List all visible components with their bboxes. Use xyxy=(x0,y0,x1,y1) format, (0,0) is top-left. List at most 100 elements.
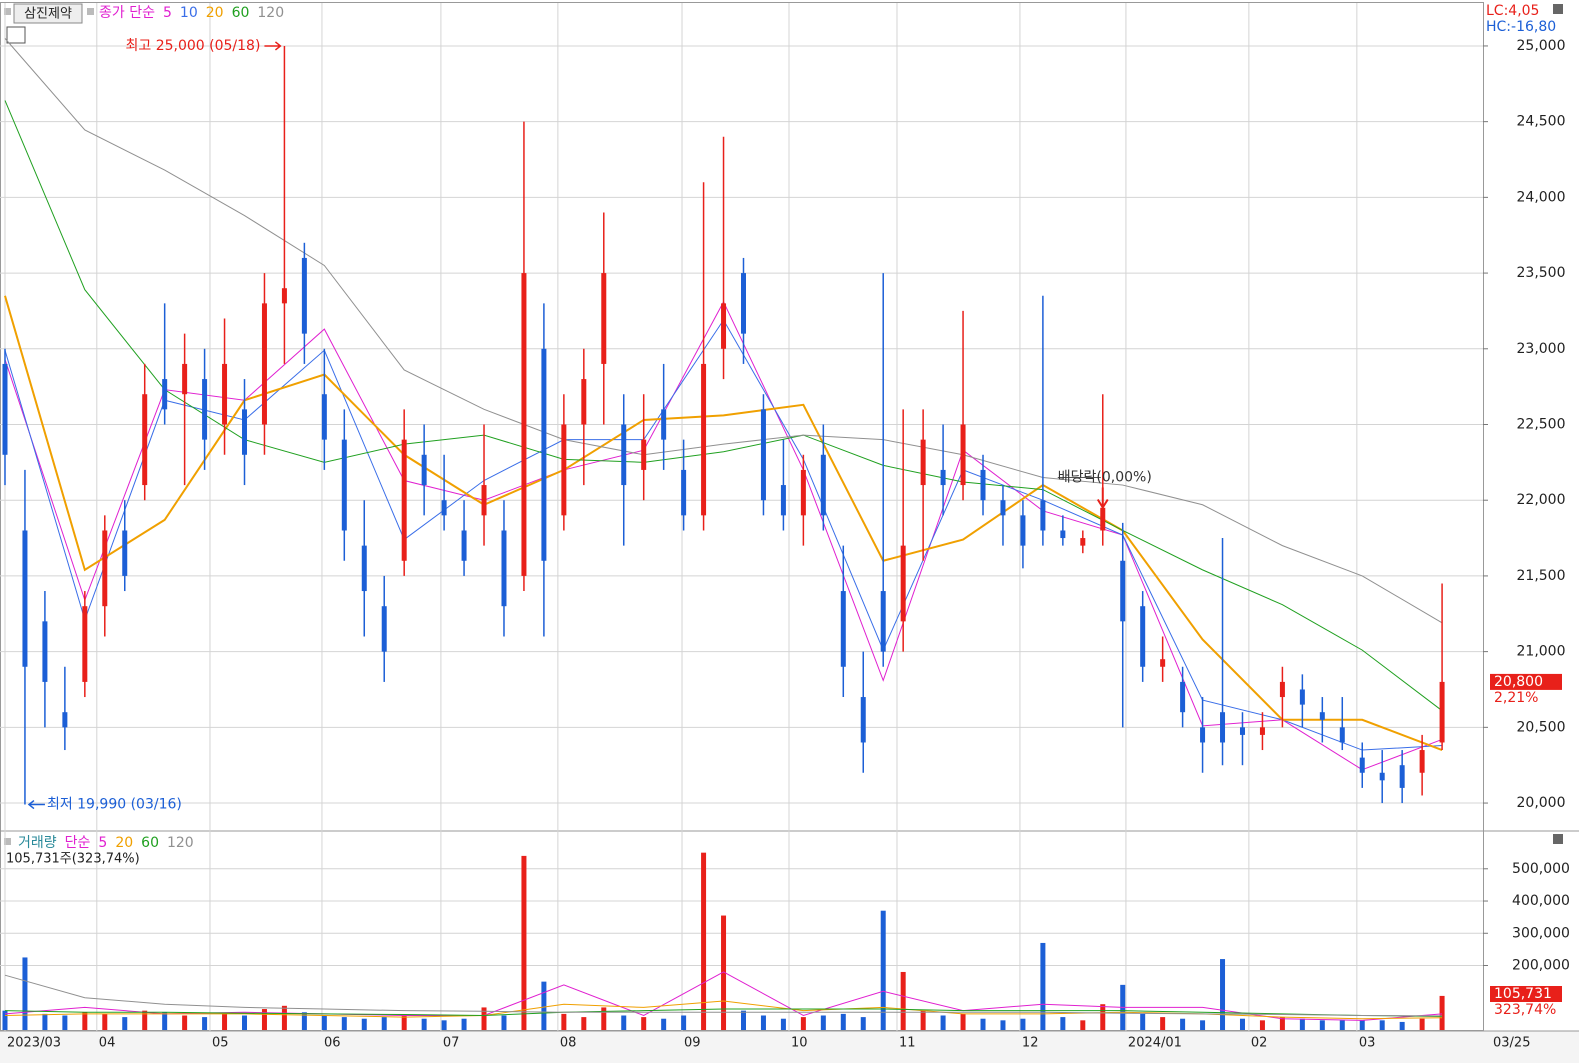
table-icon[interactable] xyxy=(6,26,26,44)
panel-button[interactable] xyxy=(1553,4,1563,14)
annotation: 배당락(0,00%) xyxy=(1058,469,1152,485)
volume-bar xyxy=(820,1015,826,1030)
volume-bar xyxy=(441,1020,447,1030)
y-tick-label: 20,500 xyxy=(1517,719,1566,735)
volume-bar xyxy=(82,1012,88,1030)
volume-bar xyxy=(1020,1018,1026,1030)
candle-body xyxy=(701,363,707,516)
panel-button[interactable] xyxy=(1553,834,1563,844)
candle-body xyxy=(102,530,108,607)
last-value: 20,800 xyxy=(1494,674,1543,690)
candle-body xyxy=(261,303,267,425)
candle-body xyxy=(581,379,587,425)
icon xyxy=(87,8,94,15)
y-tick-label: 25,000 xyxy=(1517,38,1566,54)
volume-bar xyxy=(1239,1018,1245,1030)
y-tick-label: 23,500 xyxy=(1517,265,1566,281)
candle-body xyxy=(481,485,487,516)
candle-body xyxy=(800,469,806,516)
y-tick-label: 20,000 xyxy=(1517,795,1566,811)
legend-entry: 5 xyxy=(163,5,172,21)
volume-bar xyxy=(162,1012,168,1030)
candle-body xyxy=(521,273,527,576)
candle-body xyxy=(740,273,746,334)
annotation: 최저 19,990 (03/16) xyxy=(47,797,182,813)
candle-body xyxy=(1020,515,1026,546)
x-tick-label: 07 xyxy=(443,1036,460,1051)
x-tick-label: 04 xyxy=(99,1036,116,1051)
candle-body xyxy=(381,606,387,652)
legend-entry: 10 xyxy=(180,5,198,21)
icon xyxy=(4,838,11,845)
volume-bar xyxy=(980,1018,986,1030)
volume-bar xyxy=(122,1017,128,1030)
candle-body xyxy=(1339,727,1345,743)
candle-body xyxy=(621,424,627,486)
volume-bar xyxy=(900,971,906,1030)
candle-body xyxy=(641,439,647,470)
candle-body xyxy=(1160,659,1166,667)
volume-bar xyxy=(561,1013,567,1030)
annotation: 최고 25,000 (05/18) xyxy=(126,38,261,54)
y-tick-label: 24,000 xyxy=(1517,189,1566,205)
volume-bar xyxy=(381,1017,387,1030)
volume-bar xyxy=(860,1017,866,1030)
last-value-badge xyxy=(1490,986,1562,1002)
legend-entry: 60 xyxy=(232,5,250,21)
volume-bar xyxy=(1220,959,1226,1030)
volume-bar xyxy=(800,1017,806,1030)
y-tick-label: 22,000 xyxy=(1517,492,1566,508)
x-tick-label: 08 xyxy=(560,1036,577,1051)
volume-bar xyxy=(461,1018,467,1030)
volume-bar xyxy=(880,910,886,1030)
volume-bar xyxy=(1439,995,1445,1030)
x-tick-label: 09 xyxy=(684,1036,701,1051)
last-value-badge xyxy=(1490,673,1562,690)
legend-entry: 60 xyxy=(141,835,159,851)
volume-bar xyxy=(1339,1020,1345,1030)
candle-body xyxy=(681,469,687,516)
candle-body xyxy=(860,697,866,743)
date-axis xyxy=(0,1031,1579,1063)
volume-bar xyxy=(1319,1020,1325,1030)
candle-body xyxy=(561,424,567,516)
lc-label: LC:4,05 xyxy=(1486,3,1539,19)
legend-entry: 120 xyxy=(167,835,194,851)
stock-name: 삼진제약 xyxy=(24,7,72,22)
x-tick-label: 06 xyxy=(324,1036,341,1051)
volume-bar xyxy=(780,1018,786,1030)
y-tick-label: 400,000 xyxy=(1512,893,1570,909)
y-tick-label: 24,500 xyxy=(1517,114,1566,130)
volume-bar xyxy=(601,1007,607,1030)
candle-body xyxy=(1120,560,1126,622)
candle-body xyxy=(182,363,188,395)
candle-body xyxy=(1299,689,1305,705)
y-tick-label: 21,500 xyxy=(1517,568,1566,584)
volume-bar xyxy=(1359,1020,1365,1030)
volume-bar xyxy=(182,1015,188,1030)
candle-body xyxy=(461,530,467,561)
volume-bar xyxy=(1100,1004,1106,1030)
hc-label: HC:-16,80 xyxy=(1486,19,1556,35)
volume-bar xyxy=(1160,1017,1166,1030)
stock-box[interactable] xyxy=(13,3,83,24)
legend-entry: 종가 단순 xyxy=(99,5,155,21)
candle-body xyxy=(1359,757,1365,773)
marker-arrow xyxy=(1096,487,1109,510)
candle-body xyxy=(1419,750,1425,773)
y-tick-label: 300,000 xyxy=(1512,925,1570,941)
x-tick-label: 2023/03 xyxy=(7,1036,61,1051)
legend-entry: 120 xyxy=(257,5,284,21)
candle-body xyxy=(820,454,826,516)
candle-body xyxy=(980,469,986,501)
volume-bar xyxy=(1080,1020,1086,1030)
candle-body xyxy=(1319,712,1325,720)
x-tick-label: 02 xyxy=(1251,1036,1268,1051)
y-tick-label: 500,000 xyxy=(1512,861,1570,877)
candle-body xyxy=(880,591,886,652)
annotation-arrow xyxy=(27,799,45,810)
volume-bar xyxy=(1299,1018,1305,1030)
candle-body xyxy=(82,606,88,682)
volume-bar xyxy=(1060,1017,1066,1030)
volume-bar xyxy=(42,1013,48,1030)
